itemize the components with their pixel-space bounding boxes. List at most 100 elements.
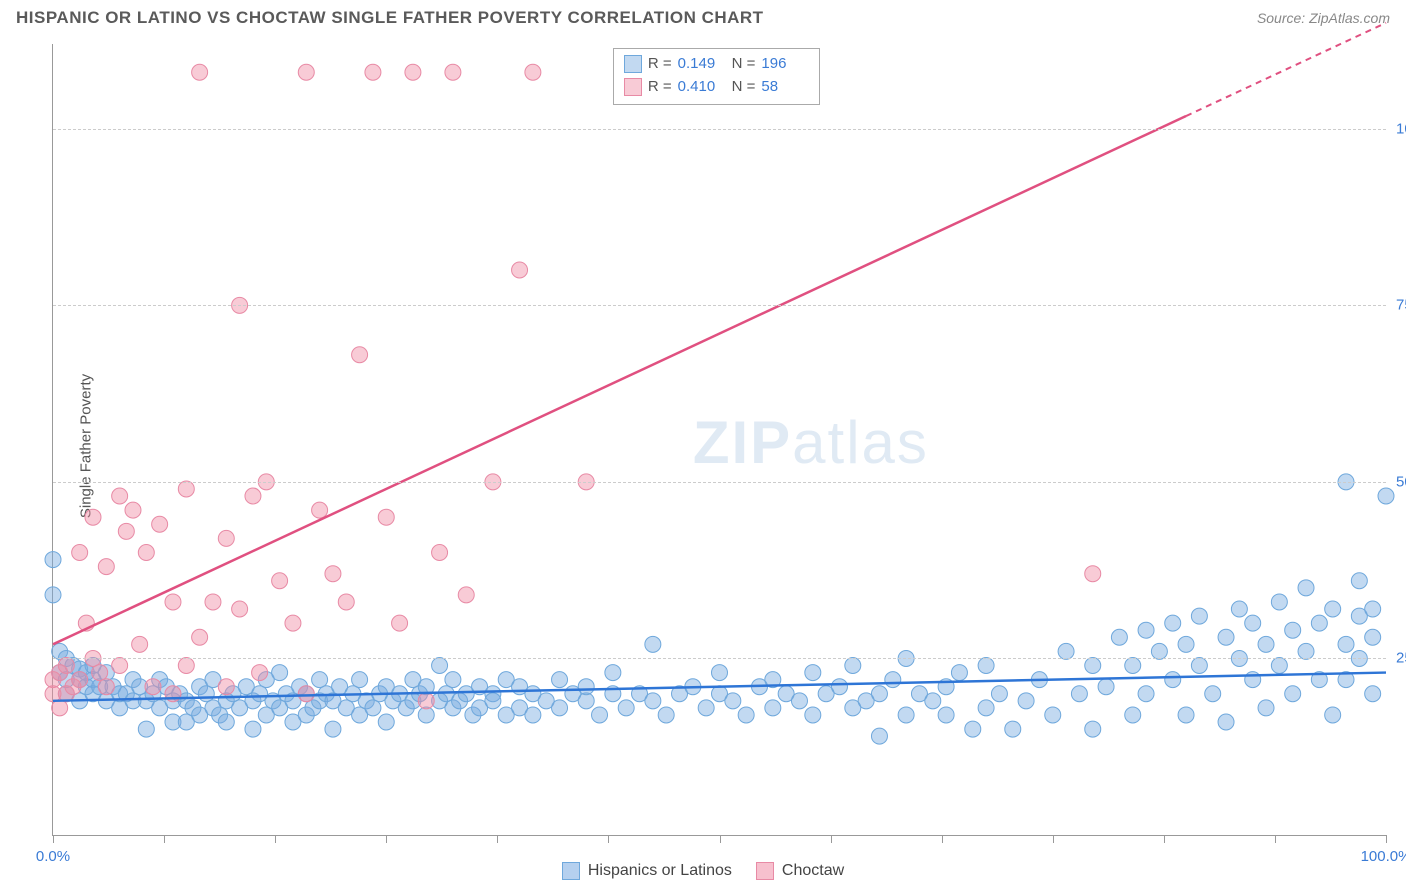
- data-point: [45, 587, 61, 603]
- data-point: [698, 700, 714, 716]
- data-point: [72, 545, 88, 561]
- data-point: [85, 509, 101, 525]
- data-point: [192, 64, 208, 80]
- data-point: [1191, 608, 1207, 624]
- data-point: [658, 707, 674, 723]
- data-point: [192, 629, 208, 645]
- data-point: [1365, 629, 1381, 645]
- data-point: [845, 658, 861, 674]
- legend-item: Choctaw: [756, 862, 844, 880]
- data-point: [1005, 721, 1021, 737]
- data-point: [1271, 658, 1287, 674]
- data-point: [325, 721, 341, 737]
- data-point: [925, 693, 941, 709]
- x-tick: [942, 835, 943, 843]
- x-tick: [831, 835, 832, 843]
- data-point: [418, 707, 434, 723]
- stat-value-n: 196: [761, 53, 809, 76]
- data-point: [605, 665, 621, 681]
- data-point: [645, 693, 661, 709]
- x-tick: [1164, 835, 1165, 843]
- data-point: [405, 64, 421, 80]
- data-point: [1111, 629, 1127, 645]
- data-point: [312, 502, 328, 518]
- plot-area: ZIPatlas R =0.149N =196R =0.410N =58 25.…: [52, 44, 1386, 836]
- stats-row: R = 0.149 N =196: [624, 53, 810, 76]
- data-point: [365, 64, 381, 80]
- data-point: [112, 488, 128, 504]
- stat-label-n: N =: [732, 53, 756, 76]
- data-point: [1085, 658, 1101, 674]
- data-point: [1151, 643, 1167, 659]
- data-point: [645, 636, 661, 652]
- gridline: [53, 482, 1386, 483]
- data-point: [72, 672, 88, 688]
- data-point: [485, 693, 501, 709]
- regression-line-dashed: [1186, 23, 1386, 116]
- x-tick: [1386, 835, 1387, 843]
- data-point: [352, 347, 368, 363]
- data-point: [1218, 629, 1234, 645]
- data-point: [378, 714, 394, 730]
- data-point: [432, 658, 448, 674]
- data-point: [765, 700, 781, 716]
- data-point: [871, 728, 887, 744]
- data-point: [1351, 573, 1367, 589]
- data-point: [198, 686, 214, 702]
- data-point: [1058, 643, 1074, 659]
- scatter-svg: [53, 44, 1386, 835]
- data-point: [285, 615, 301, 631]
- data-point: [138, 545, 154, 561]
- data-point: [1338, 636, 1354, 652]
- regression-line: [53, 116, 1186, 644]
- data-point: [45, 552, 61, 568]
- gridline: [53, 658, 1386, 659]
- legend-item: Hispanics or Latinos: [562, 862, 732, 880]
- data-point: [205, 594, 221, 610]
- data-point: [552, 672, 568, 688]
- x-tick: [386, 835, 387, 843]
- legend-swatch: [562, 862, 580, 880]
- stat-value-r: 0.149: [678, 53, 726, 76]
- stat-label-n: N =: [732, 76, 756, 99]
- data-point: [1218, 714, 1234, 730]
- y-tick-label: 75.0%: [1396, 297, 1406, 314]
- data-point: [1178, 707, 1194, 723]
- data-point: [1138, 686, 1154, 702]
- data-point: [1045, 707, 1061, 723]
- data-point: [938, 707, 954, 723]
- data-point: [132, 636, 148, 652]
- data-point: [1298, 643, 1314, 659]
- data-point: [898, 707, 914, 723]
- data-point: [445, 64, 461, 80]
- data-point: [1325, 707, 1341, 723]
- data-point: [1325, 601, 1341, 617]
- data-point: [1085, 566, 1101, 582]
- data-point: [1165, 615, 1181, 631]
- data-point: [592, 707, 608, 723]
- data-point: [52, 700, 68, 716]
- data-point: [1165, 672, 1181, 688]
- data-point: [525, 64, 541, 80]
- y-tick-label: 25.0%: [1396, 650, 1406, 667]
- data-point: [1311, 615, 1327, 631]
- data-point: [272, 573, 288, 589]
- gridline: [53, 129, 1386, 130]
- data-point: [1138, 622, 1154, 638]
- data-point: [1071, 686, 1087, 702]
- data-point: [218, 530, 234, 546]
- stat-label-r: R =: [648, 53, 672, 76]
- data-point: [738, 707, 754, 723]
- data-point: [178, 658, 194, 674]
- data-point: [578, 693, 594, 709]
- data-point: [112, 658, 128, 674]
- data-point: [525, 707, 541, 723]
- data-point: [978, 658, 994, 674]
- data-point: [145, 679, 161, 695]
- gridline: [53, 305, 1386, 306]
- data-point: [432, 545, 448, 561]
- data-point: [805, 707, 821, 723]
- data-point: [458, 587, 474, 603]
- x-tick: [164, 835, 165, 843]
- data-point: [1125, 707, 1141, 723]
